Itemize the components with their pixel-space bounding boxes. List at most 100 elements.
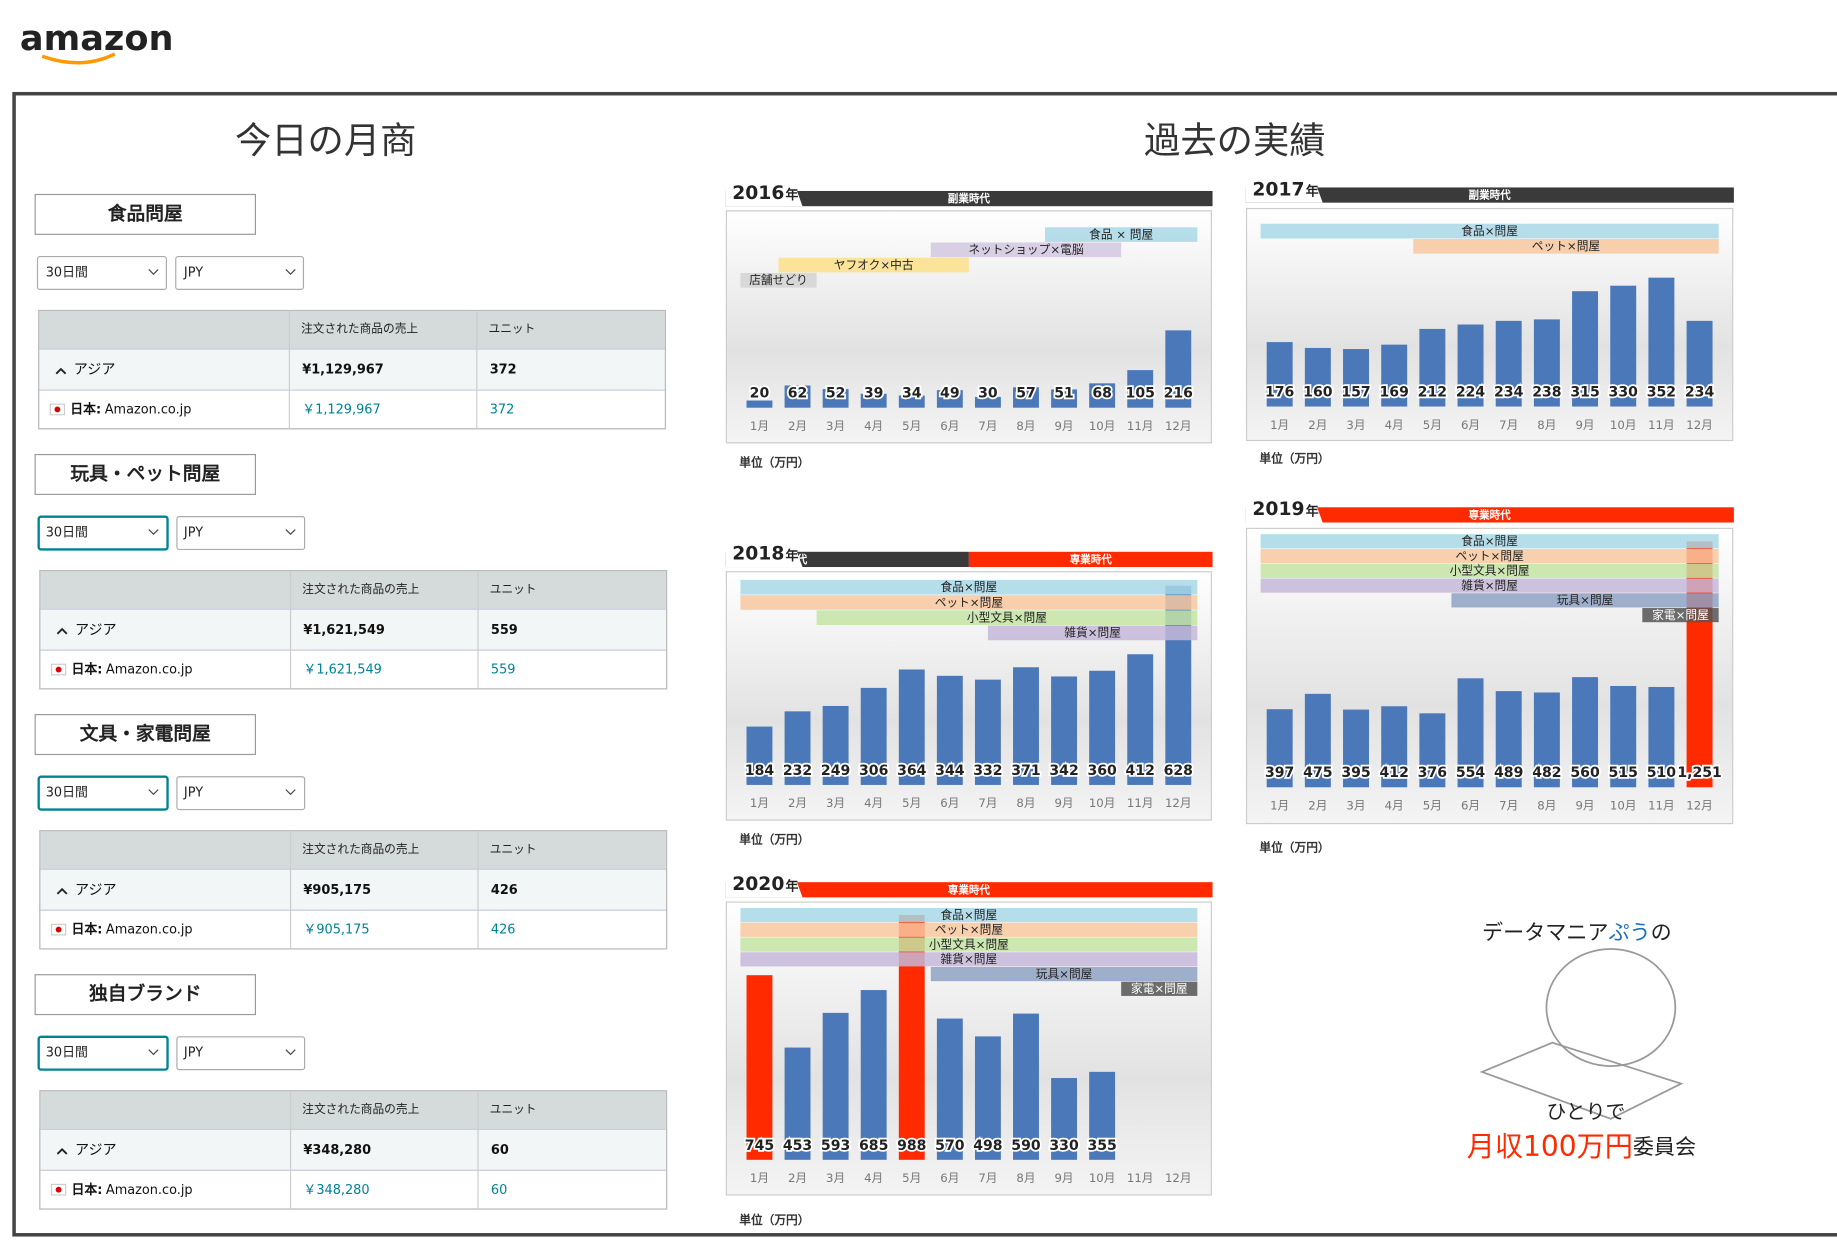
chevron bbox=[285, 789, 296, 796]
country-units[interactable]: 426 bbox=[491, 923, 516, 938]
annotation-bar bbox=[1642, 608, 1719, 623]
bar bbox=[860, 393, 887, 408]
data-label: 315 bbox=[1570, 384, 1599, 400]
data-label: 51 bbox=[1054, 386, 1074, 402]
unit-note: 単位（万円） bbox=[739, 832, 809, 846]
data-label: 234 bbox=[1494, 384, 1524, 400]
era-banner bbox=[725, 190, 1213, 207]
select[interactable] bbox=[37, 775, 169, 811]
country-sales[interactable]: ￥1,129,967 bbox=[302, 403, 380, 418]
country-sales[interactable]: ￥1,621,549 bbox=[303, 663, 381, 678]
country-units[interactable]: 559 bbox=[491, 663, 516, 678]
select[interactable] bbox=[37, 515, 169, 551]
country: 日本: bbox=[71, 662, 102, 678]
select-value[interactable]: JPY bbox=[183, 265, 203, 280]
data-label: 330 bbox=[1609, 384, 1639, 400]
table-frame bbox=[39, 569, 668, 690]
chevron bbox=[285, 1049, 296, 1056]
mascot-sketch bbox=[1545, 948, 1677, 1067]
section-name: 玩具・ペット問屋 bbox=[70, 464, 220, 485]
expand-icon[interactable] bbox=[56, 627, 68, 635]
x-tick-label: 9月 bbox=[1575, 418, 1594, 432]
select-value[interactable]: 30日間 bbox=[46, 526, 88, 541]
bar bbox=[1266, 342, 1293, 407]
data-label: 306 bbox=[859, 763, 889, 779]
col-header: 注文された商品の売上 bbox=[301, 322, 418, 336]
flag-sun bbox=[55, 926, 62, 933]
annotation-bar bbox=[930, 966, 1198, 982]
expand-icon[interactable] bbox=[55, 367, 67, 375]
annotation-bar bbox=[740, 595, 1198, 610]
select-value[interactable]: JPY bbox=[183, 526, 203, 541]
data-label: 412 bbox=[1380, 765, 1409, 781]
select-value[interactable]: 30日間 bbox=[46, 786, 88, 801]
bar bbox=[746, 975, 773, 1160]
data-label: 560 bbox=[1570, 765, 1600, 781]
logo[interactable]: amazon bbox=[20, 18, 174, 59]
data-label: 352 bbox=[1647, 384, 1676, 400]
data-label: 34 bbox=[902, 386, 922, 402]
x-tick-label: 12月 bbox=[1686, 799, 1713, 813]
select[interactable] bbox=[36, 255, 167, 290]
x-tick-label: 12月 bbox=[1686, 418, 1713, 432]
country-sales[interactable]: ￥348,280 bbox=[303, 1183, 369, 1198]
data-label: 1,251 bbox=[1677, 765, 1721, 781]
section-name: 食品問屋 bbox=[107, 203, 183, 225]
x-tick-label: 6月 bbox=[940, 796, 959, 810]
select[interactable] bbox=[176, 516, 306, 551]
title-notch bbox=[725, 871, 803, 898]
annotation-label: 玩具×問屋 bbox=[1557, 593, 1614, 607]
data-label: 224 bbox=[1456, 384, 1486, 400]
country: 日本: bbox=[70, 402, 101, 418]
annotation-bar bbox=[1045, 227, 1198, 242]
brand-text: 月収100万円 bbox=[1467, 1130, 1633, 1163]
expand-icon[interactable] bbox=[56, 887, 68, 895]
annotation-label: 家電×問屋 bbox=[1652, 608, 1709, 622]
annotation-label: ネットショップ×電脳 bbox=[968, 243, 1083, 257]
data-label: 397 bbox=[1265, 765, 1294, 781]
bar bbox=[936, 1018, 963, 1160]
select-value[interactable]: JPY bbox=[183, 786, 203, 801]
brand-line: データマニアぷうの bbox=[1482, 920, 1672, 945]
data-label: 52 bbox=[826, 386, 846, 402]
table-header bbox=[38, 310, 666, 350]
bar bbox=[1013, 387, 1039, 408]
select-value[interactable]: JPY bbox=[183, 1046, 203, 1061]
x-tick-label: 8月 bbox=[1537, 799, 1556, 813]
mascot-desk bbox=[1479, 1041, 1684, 1120]
select-value[interactable]: 30日間 bbox=[46, 1046, 88, 1061]
bar bbox=[1495, 691, 1522, 788]
bar bbox=[1051, 389, 1078, 408]
x-tick-label: 7月 bbox=[978, 1171, 997, 1185]
select[interactable] bbox=[175, 255, 305, 290]
chevron bbox=[148, 269, 159, 275]
annotation-label: 食品×問屋 bbox=[941, 908, 998, 922]
data-label: 554 bbox=[1456, 765, 1486, 781]
data-label: 62 bbox=[788, 386, 808, 402]
table-frame bbox=[39, 830, 668, 950]
unit-note: 単位（万円） bbox=[739, 455, 809, 469]
bar bbox=[898, 395, 925, 408]
section-name: 文具・家電問屋 bbox=[80, 723, 211, 745]
expand-icon[interactable] bbox=[56, 1147, 68, 1155]
data-label: 344 bbox=[935, 763, 965, 779]
select[interactable] bbox=[176, 776, 306, 811]
annotation-bar bbox=[1260, 563, 1719, 578]
brand-text: の bbox=[1651, 920, 1672, 945]
country-units[interactable]: 60 bbox=[491, 1183, 507, 1198]
select-value[interactable]: 30日間 bbox=[46, 265, 88, 280]
data-label: 238 bbox=[1532, 384, 1561, 400]
store: Amazon.co.jp bbox=[106, 1183, 193, 1198]
region: アジア bbox=[75, 1142, 117, 1158]
x-tick-label: 2月 bbox=[788, 796, 807, 810]
x-tick-label: 7月 bbox=[1499, 418, 1518, 432]
data-label: 105 bbox=[1126, 386, 1155, 402]
x-tick-label: 4月 bbox=[864, 419, 883, 433]
select[interactable] bbox=[37, 1035, 169, 1071]
country-units[interactable]: 372 bbox=[490, 403, 515, 418]
select[interactable] bbox=[176, 1036, 306, 1071]
country-sales[interactable]: ￥905,175 bbox=[303, 923, 369, 938]
data-label: 160 bbox=[1303, 384, 1333, 400]
data-label: 176 bbox=[1265, 384, 1295, 400]
chevron bbox=[285, 269, 296, 275]
